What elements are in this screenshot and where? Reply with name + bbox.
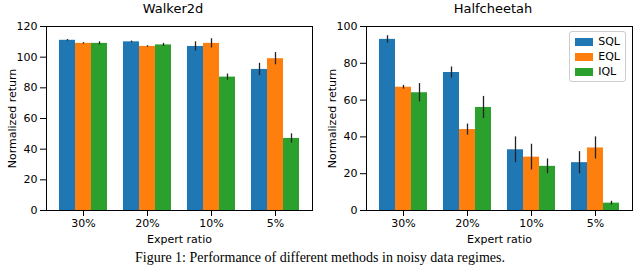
html-text:Figure 1: Performance of diffe: Figure 1: Performance of different metho…	[135, 250, 505, 265]
html-text:EQL: EQL	[598, 50, 620, 63]
svg-text:40: 40	[344, 130, 358, 143]
svg-text:20: 20	[24, 173, 38, 186]
html-text:Halfcheetah: Halfcheetah	[453, 1, 533, 16]
html-text:SQL: SQL	[598, 35, 620, 48]
svg-text:30%: 30%	[71, 217, 95, 230]
svg-text:Expert ratio: Expert ratio	[147, 233, 212, 246]
svg-text:60: 60	[344, 94, 358, 107]
svg-text:5%: 5%	[587, 217, 604, 230]
svg-text:0: 0	[351, 204, 358, 217]
svg-text:20: 20	[344, 167, 358, 180]
svg-text:0: 0	[31, 204, 38, 217]
svg-text:30%: 30%	[391, 217, 415, 230]
svg-text:10%: 10%	[199, 217, 223, 230]
svg-text:Normalized return: Normalized return	[6, 69, 19, 169]
svg-text:20%: 20%	[135, 217, 159, 230]
svg-text:100: 100	[337, 20, 358, 33]
svg-text:80: 80	[344, 57, 358, 70]
svg-text:Normalized return: Normalized return	[326, 69, 339, 169]
svg-text:40: 40	[24, 143, 38, 156]
svg-text:60: 60	[24, 112, 38, 125]
svg-text:80: 80	[24, 81, 38, 94]
svg-text:100: 100	[17, 51, 38, 64]
html-text:IQL: IQL	[598, 65, 617, 78]
svg-text:10%: 10%	[519, 217, 543, 230]
svg-text:Expert ratio: Expert ratio	[467, 233, 532, 246]
svg-text:120: 120	[17, 20, 38, 33]
svg-text:20%: 20%	[455, 217, 479, 230]
svg-text:5%: 5%	[267, 217, 284, 230]
html-text:Walker2d: Walker2d	[142, 1, 204, 16]
